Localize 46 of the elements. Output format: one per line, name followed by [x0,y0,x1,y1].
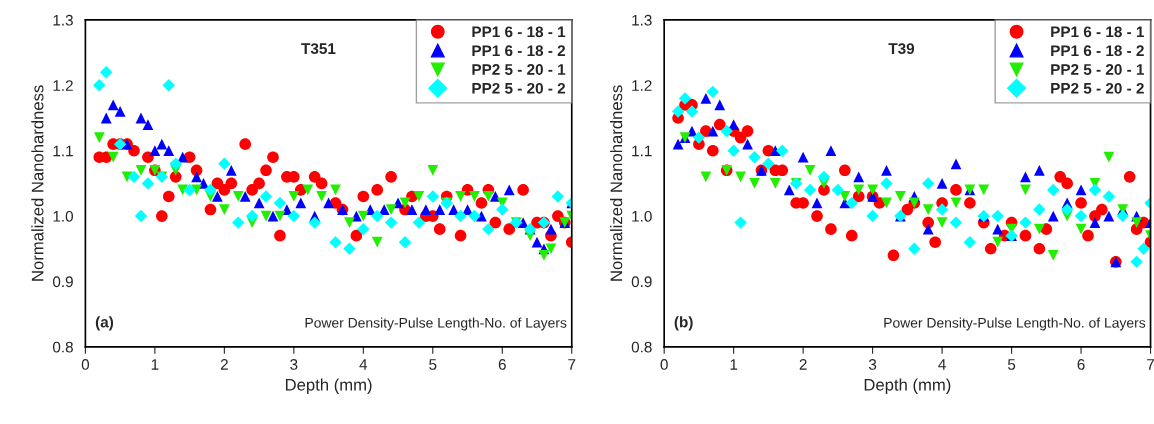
x-tick-label: 3 [290,359,298,370]
x-tick-label: 0 [660,359,668,370]
legend-label: PP2 5 - 20 - 1 [472,64,566,75]
annotation: Power Density-Pulse Length-No. of Layers [884,317,1146,331]
legend-label: PP2 5 - 20 - 1 [1051,64,1145,75]
x-axis-title: Depth (mm) [285,378,372,394]
y-tick-label: 0.9 [52,276,73,288]
x-tick-label: 6 [498,359,506,370]
y-tick-label: 1.1 [632,145,652,157]
y-tick-label: 1.2 [632,80,652,91]
x-tick-label: 4 [359,359,368,370]
x-tick-label: 5 [429,359,437,370]
y-tick-label: 0.8 [631,341,652,353]
x-axis-title: Depth (mm) [864,378,951,394]
y-tick-label: 0.8 [52,341,73,353]
x-tick-label: 1 [151,359,159,370]
y-axis-title: Normalized Nanohardness [610,85,623,281]
x-tick-label: 3 [868,359,877,370]
x-tick-label: 6 [1077,359,1085,370]
x-tick-label: 5 [1007,359,1016,370]
y-tick-label: 1.1 [53,145,73,157]
y-tick-label: 1.3 [632,14,652,26]
y-tick-label: 1.3 [53,14,73,26]
legend-label: PP2 5 - 20 - 2 [472,82,566,94]
x-tick-label: 0 [81,359,90,370]
legend-label: PP1 6 - 18 - 1 [472,26,566,38]
x-tick-label: 2 [220,359,228,370]
annotation: Power Density-Pulse Length-No. of Layers [305,317,567,331]
legend-label: PP1 6 - 18 - 2 [472,45,566,57]
annotation: (a) [95,316,114,331]
x-tick-label: 2 [799,359,807,370]
annotation: T351 [301,43,336,55]
legend-label: PP1 6 - 18 - 1 [1051,26,1145,38]
y-tick-label: 0.9 [631,276,652,288]
y-tick-label: 1.0 [53,210,73,222]
y-tick-label: 1.2 [53,80,73,91]
y-tick-label: 1.0 [632,210,652,222]
annotation: (b) [674,316,693,331]
y-axis-title: Normalized Nanohardness [31,85,44,281]
x-tick-label: 1 [730,359,738,370]
x-tick-label: 7 [568,359,576,370]
legend-label: PP1 6 - 18 - 2 [1051,45,1144,57]
x-tick-label: 7 [1147,359,1154,370]
legend-label: PP2 5 - 20 - 2 [1051,82,1144,94]
x-tick-label: 4 [938,359,946,370]
annotation: T39 [888,43,915,55]
